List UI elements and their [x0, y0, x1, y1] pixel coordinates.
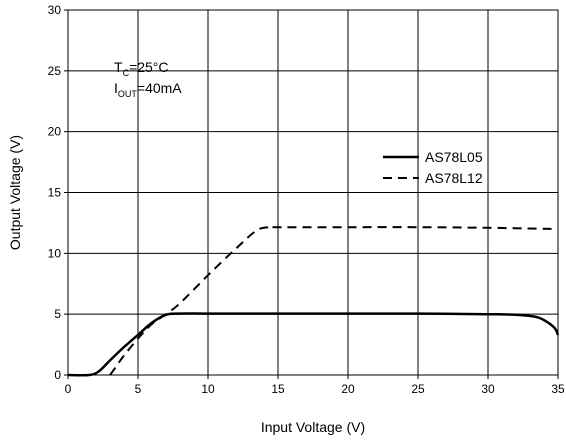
iout-subscript: OUT — [118, 89, 138, 99]
temperature-condition: TC=25°C — [114, 59, 169, 78]
legend-label-as78l12: AS78L12 — [425, 170, 483, 186]
tick-labels: 0 5 10 15 20 25 30 35 0 5 10 15 20 25 30 — [48, 3, 565, 396]
y-tick-label: 5 — [54, 307, 61, 321]
tc-value: =25°C — [129, 59, 168, 75]
x-axis-title: Input Voltage (V) — [261, 419, 365, 435]
y-tick-label: 10 — [48, 246, 62, 260]
series-line-as78l05 — [67, 312, 560, 377]
y-tick-label: 15 — [48, 186, 62, 200]
x-tick-label: 30 — [481, 382, 495, 396]
legend-label-as78l05: AS78L05 — [425, 149, 483, 165]
y-tick-label: 30 — [48, 3, 62, 17]
y-tick-label: 0 — [54, 368, 61, 382]
x-tick-label: 35 — [551, 382, 565, 396]
x-tick-label: 10 — [201, 382, 215, 396]
iout-value: =40mA — [137, 80, 182, 96]
y-tick-label: 20 — [48, 125, 62, 139]
x-tick-label: 5 — [135, 382, 142, 396]
legend: AS78L05 AS78L12 — [383, 149, 483, 186]
series-layer — [67, 225, 560, 377]
x-tick-label: 15 — [271, 382, 285, 396]
x-tick-label: 25 — [411, 382, 425, 396]
conditions-annotation: TC=25°C IOUT=40mA — [114, 59, 182, 99]
current-condition: IOUT=40mA — [114, 80, 182, 99]
x-tick-label: 0 — [65, 382, 72, 396]
y-axis-title: Output Voltage (V) — [7, 135, 23, 250]
tc-subscript: C — [123, 68, 130, 78]
x-tick-label: 20 — [341, 382, 355, 396]
tc-base: T — [114, 59, 123, 75]
grid — [68, 10, 558, 375]
y-tick-label: 25 — [48, 64, 62, 78]
iout-base: I — [114, 80, 118, 96]
series-line-as78l12 — [109, 225, 559, 376]
